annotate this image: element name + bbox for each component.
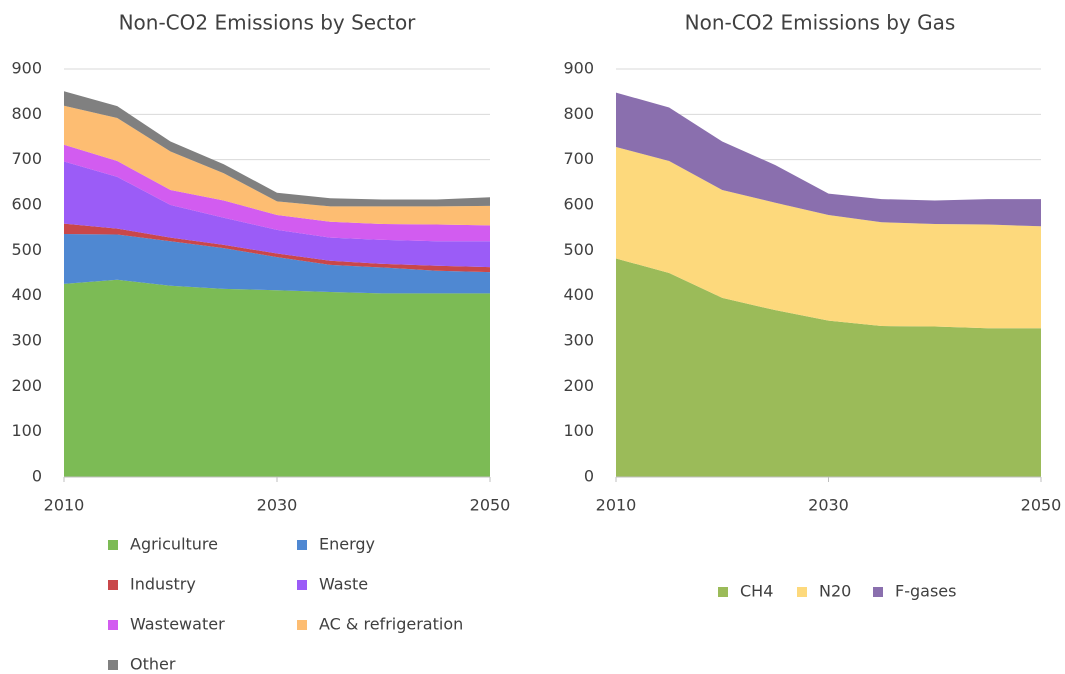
y-tick-label: 100 xyxy=(11,421,42,440)
legend-label: Wastewater xyxy=(130,615,225,634)
x-tick-label: 2030 xyxy=(257,496,298,515)
legend-marker xyxy=(108,580,118,590)
legend-label: Energy xyxy=(319,535,375,554)
x-tick-label: 2050 xyxy=(1021,496,1062,515)
legend-marker xyxy=(297,580,307,590)
legend-marker xyxy=(797,587,807,597)
y-tick-label: 100 xyxy=(563,421,594,440)
area xyxy=(64,144,490,242)
y-tick-label: 500 xyxy=(563,240,594,259)
y-tick-label: 800 xyxy=(11,104,42,123)
legend-label: Agriculture xyxy=(130,535,218,554)
y-tick-label: 300 xyxy=(563,331,594,350)
y-tick-label: 400 xyxy=(11,285,42,304)
y-tick-label: 600 xyxy=(563,195,594,214)
legend-label: Waste xyxy=(319,575,368,594)
y-tick-label: 900 xyxy=(11,59,42,78)
area xyxy=(64,234,490,294)
x-tick-label: 2010 xyxy=(44,496,85,515)
y-tick-label: 900 xyxy=(563,59,594,78)
y-tick-label: 0 xyxy=(32,467,42,486)
area xyxy=(64,223,490,273)
y-tick-label: 200 xyxy=(11,376,42,395)
x-tick-label: 2010 xyxy=(596,496,637,515)
legend-marker xyxy=(108,540,118,550)
area xyxy=(616,92,1041,227)
x-tick-label: 2050 xyxy=(470,496,511,515)
legend-marker xyxy=(108,620,118,630)
y-tick-label: 800 xyxy=(563,104,594,123)
y-tick-label: 700 xyxy=(563,149,594,168)
y-tick-label: 300 xyxy=(11,331,42,350)
y-tick-label: 0 xyxy=(584,467,594,486)
chart-title: Non-CO2 Emissions by Sector xyxy=(119,11,417,35)
area xyxy=(64,105,490,226)
area xyxy=(64,279,490,477)
legend-label: F-gases xyxy=(895,582,956,601)
area xyxy=(64,161,490,268)
y-tick-label: 500 xyxy=(11,240,42,259)
legend-label: N20 xyxy=(819,582,851,601)
legend-marker xyxy=(297,540,307,550)
legend-label: Industry xyxy=(130,575,196,594)
legend-label: Other xyxy=(130,655,176,674)
x-tick-label: 2030 xyxy=(808,496,849,515)
y-tick-label: 400 xyxy=(563,285,594,304)
y-tick-label: 700 xyxy=(11,149,42,168)
y-tick-label: 200 xyxy=(563,376,594,395)
chart-title: Non-CO2 Emissions by Gas xyxy=(685,11,956,35)
legend-label: CH4 xyxy=(740,582,773,601)
legend-label: AC & refrigeration xyxy=(319,615,463,634)
legend-marker xyxy=(873,587,883,597)
y-tick-label: 600 xyxy=(11,195,42,214)
legend-marker xyxy=(718,587,728,597)
area xyxy=(616,146,1041,329)
area xyxy=(616,258,1041,477)
legend-marker xyxy=(108,660,118,670)
legend-marker xyxy=(297,620,307,630)
